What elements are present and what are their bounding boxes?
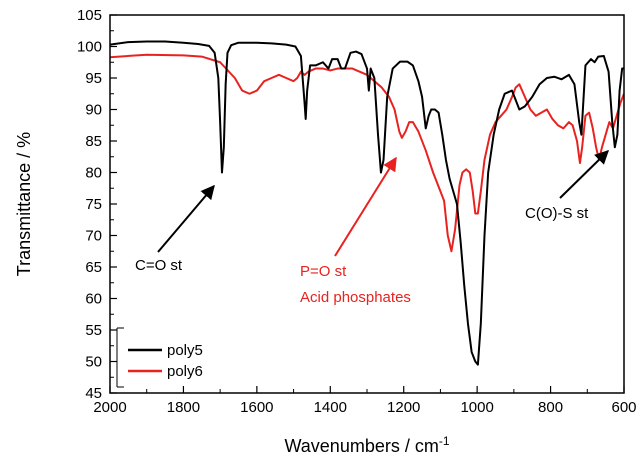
x-tick-label: 2000 bbox=[93, 399, 126, 416]
y-tick-label: 80 bbox=[85, 165, 102, 182]
y-tick-label: 60 bbox=[85, 291, 102, 308]
x-tick-label: 600 bbox=[611, 399, 636, 416]
series-layer bbox=[110, 40, 624, 366]
y-tick-label: 45 bbox=[85, 385, 102, 402]
x-tick-label: 800 bbox=[538, 399, 563, 416]
annotation-cos-stretch: C(O)-S st bbox=[525, 150, 610, 222]
annotation-co-stretch: C=O st bbox=[135, 184, 215, 274]
y-axis-ticks: 45 50 55 60 65 70 75 80 85 90 95 100 105 bbox=[77, 7, 117, 402]
y-tick-label: 70 bbox=[85, 228, 102, 245]
annotation-po-stretch: P=O st Acid phosphates bbox=[300, 156, 411, 306]
x-tick-label: 1800 bbox=[167, 399, 200, 416]
legend-label-poly6: poly6 bbox=[167, 363, 203, 380]
y-tick-label: 75 bbox=[85, 196, 102, 213]
annotation-po-arrow bbox=[334, 156, 397, 257]
y-tick-label: 100 bbox=[77, 39, 102, 56]
y-tick-label: 95 bbox=[85, 70, 102, 87]
x-tick-label: 1400 bbox=[314, 399, 347, 416]
y-tick-label: 105 bbox=[77, 7, 102, 24]
annotation-acid-phosphates-label: Acid phosphates bbox=[300, 289, 411, 306]
y-tick-label: 85 bbox=[85, 133, 102, 150]
y-tick-label: 50 bbox=[85, 354, 102, 371]
annotation-co-label: C=O st bbox=[135, 257, 183, 274]
x-tick-label: 1000 bbox=[460, 399, 493, 416]
y-tick-label: 65 bbox=[85, 259, 102, 276]
x-axis-title-main: Wavenumbers / cm bbox=[284, 436, 438, 456]
x-axis-title-superscript: -1 bbox=[439, 434, 450, 448]
series-line-poly5 bbox=[110, 40, 624, 366]
x-axis-title: Wavenumbers / cm-1 bbox=[284, 434, 449, 456]
y-tick-label: 55 bbox=[85, 322, 102, 339]
x-axis-ticks: 2000 1800 1600 1400 1200 1000 800 600 bbox=[93, 386, 637, 416]
legend-label-poly5: poly5 bbox=[167, 342, 203, 359]
legend: poly5 poly6 bbox=[116, 327, 203, 388]
series-line-poly6 bbox=[110, 53, 624, 253]
annotation-co-arrow bbox=[157, 184, 215, 253]
x-tick-label: 1200 bbox=[387, 399, 420, 416]
x-tick-label: 1600 bbox=[240, 399, 273, 416]
annotation-cos-arrow bbox=[559, 150, 610, 199]
y-axis-title: Transmittance / % bbox=[14, 132, 34, 276]
y-tick-label: 90 bbox=[85, 102, 102, 119]
annotation-po-label: P=O st bbox=[300, 263, 347, 280]
annotation-cos-label: C(O)-S st bbox=[525, 205, 589, 222]
